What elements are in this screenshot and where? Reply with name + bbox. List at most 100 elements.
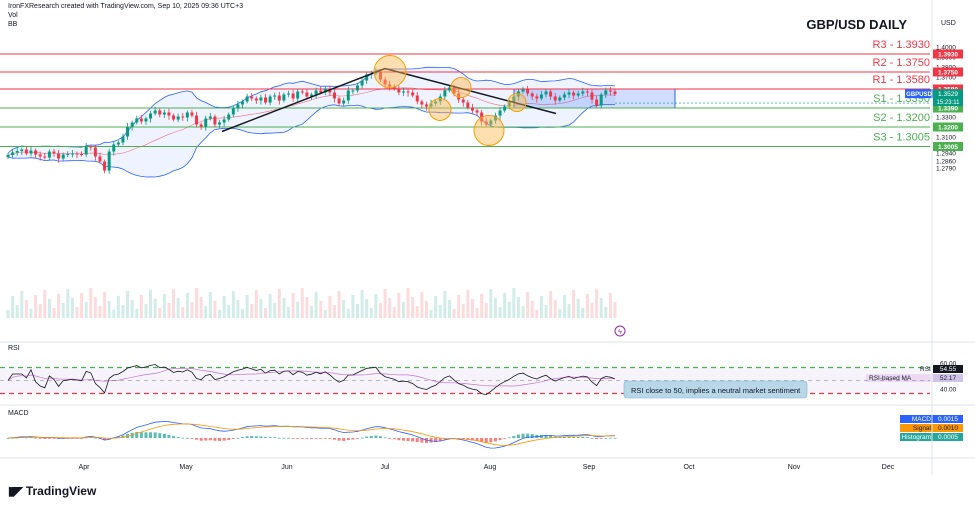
volume-bar — [89, 288, 93, 318]
s2-price-tag-text: 1.3200 — [938, 125, 958, 132]
volume-bar — [277, 289, 281, 318]
macd-histogram-bar — [378, 436, 382, 438]
candle-body — [245, 96, 249, 102]
volume-bar — [337, 291, 341, 318]
volume-bar — [181, 307, 185, 318]
volume-bar — [287, 307, 291, 318]
highlight-circle — [373, 55, 407, 88]
y-tick-label: 1.4000 — [936, 45, 956, 52]
macd-histogram-bar — [549, 435, 553, 438]
macd-histogram-bar — [300, 438, 304, 439]
candle-body — [15, 151, 19, 153]
volume-bar — [470, 299, 474, 318]
macd-histogram-bar — [562, 436, 566, 438]
candle-body — [526, 89, 530, 94]
volume-bar — [190, 302, 194, 318]
volume-bar — [153, 299, 157, 318]
volume-bar — [562, 295, 566, 318]
volume-bar — [314, 292, 318, 318]
candle-body — [300, 91, 304, 93]
candle-body — [144, 118, 148, 122]
tradingview-logo[interactable]: ▮◤ TradingView — [8, 484, 96, 498]
candle-body — [57, 153, 61, 159]
volume-bar — [162, 294, 166, 318]
s3-price-tag-text: 1.3005 — [938, 144, 958, 151]
macd-histogram-bar — [254, 436, 258, 438]
macd-legend-value: 0.0010 — [938, 425, 958, 432]
volume-bar — [236, 300, 240, 318]
macd-histogram-bar — [337, 438, 341, 441]
macd-histogram-bar — [484, 438, 488, 443]
candle-body — [282, 94, 286, 101]
macd-histogram-bar — [213, 438, 217, 441]
volume-bar — [75, 307, 79, 318]
candle-body — [314, 90, 318, 95]
volume-bar — [305, 297, 309, 318]
volume-bar — [231, 291, 235, 318]
candle-body — [535, 96, 539, 99]
x-tick-label: Dec — [882, 464, 895, 471]
macd-pane-label: MACD — [8, 410, 29, 417]
volume-bar — [300, 288, 304, 318]
candle-body — [89, 146, 93, 148]
volume-bar — [11, 296, 15, 318]
macd-histogram-bar — [498, 438, 502, 441]
candle-body — [29, 150, 33, 154]
volume-bar — [447, 300, 451, 318]
rsi-line — [7, 364, 616, 396]
volume-bar — [126, 291, 130, 318]
s3-price-tag — [933, 142, 963, 151]
volume-bar — [480, 294, 484, 318]
candle-body — [121, 136, 125, 143]
macd-histogram-bar — [342, 438, 346, 441]
candle-body — [530, 93, 534, 97]
volume-bar — [273, 303, 277, 318]
rsi-annotation-box — [623, 380, 808, 399]
macd-histogram-bar — [287, 437, 291, 439]
candle-body — [576, 93, 580, 96]
volume-bar — [369, 308, 373, 318]
candle-body — [342, 100, 346, 104]
volume-bar — [47, 299, 51, 318]
volume-bar — [461, 304, 465, 318]
volume-bar — [360, 290, 364, 318]
volume-bar — [489, 289, 493, 318]
macd-histogram-bar — [296, 438, 300, 439]
candle-body — [461, 99, 465, 103]
macd-histogram-bar — [360, 437, 364, 439]
macd-histogram-bar — [121, 435, 125, 438]
candle-body — [190, 112, 194, 116]
volume-bar — [544, 305, 548, 318]
y-tick-label: 1.2940 — [936, 151, 956, 158]
candle-body — [236, 104, 240, 109]
volume-bar — [332, 305, 336, 318]
volume-bar — [208, 292, 212, 318]
candle-body — [332, 92, 336, 99]
candle-body — [319, 90, 323, 93]
candle-body — [544, 91, 548, 95]
volume-bar — [475, 308, 479, 318]
volume-bar — [613, 302, 617, 318]
macd-histogram-bar — [43, 438, 47, 439]
macd-histogram-bar — [319, 438, 323, 439]
macd-histogram-bar — [466, 438, 470, 440]
macd-histogram-bar — [608, 437, 612, 439]
volume-bar — [558, 309, 562, 318]
volume-bar — [351, 295, 355, 318]
candle-body — [434, 101, 438, 104]
volume-bar — [406, 288, 410, 318]
volume-bar — [43, 290, 47, 318]
macd-histogram-bar — [328, 438, 332, 439]
candle-body — [52, 151, 56, 154]
volume-bar — [204, 306, 208, 318]
volume-bar — [259, 299, 263, 318]
candle-body — [218, 122, 222, 125]
rsi-ma-line — [7, 367, 615, 387]
volume-bar — [452, 309, 456, 318]
macd-histogram-bar — [75, 438, 79, 439]
candle-body — [126, 126, 130, 137]
macd-histogram-bar — [581, 437, 585, 438]
volume-bar — [245, 295, 249, 318]
candle-body — [158, 110, 162, 115]
